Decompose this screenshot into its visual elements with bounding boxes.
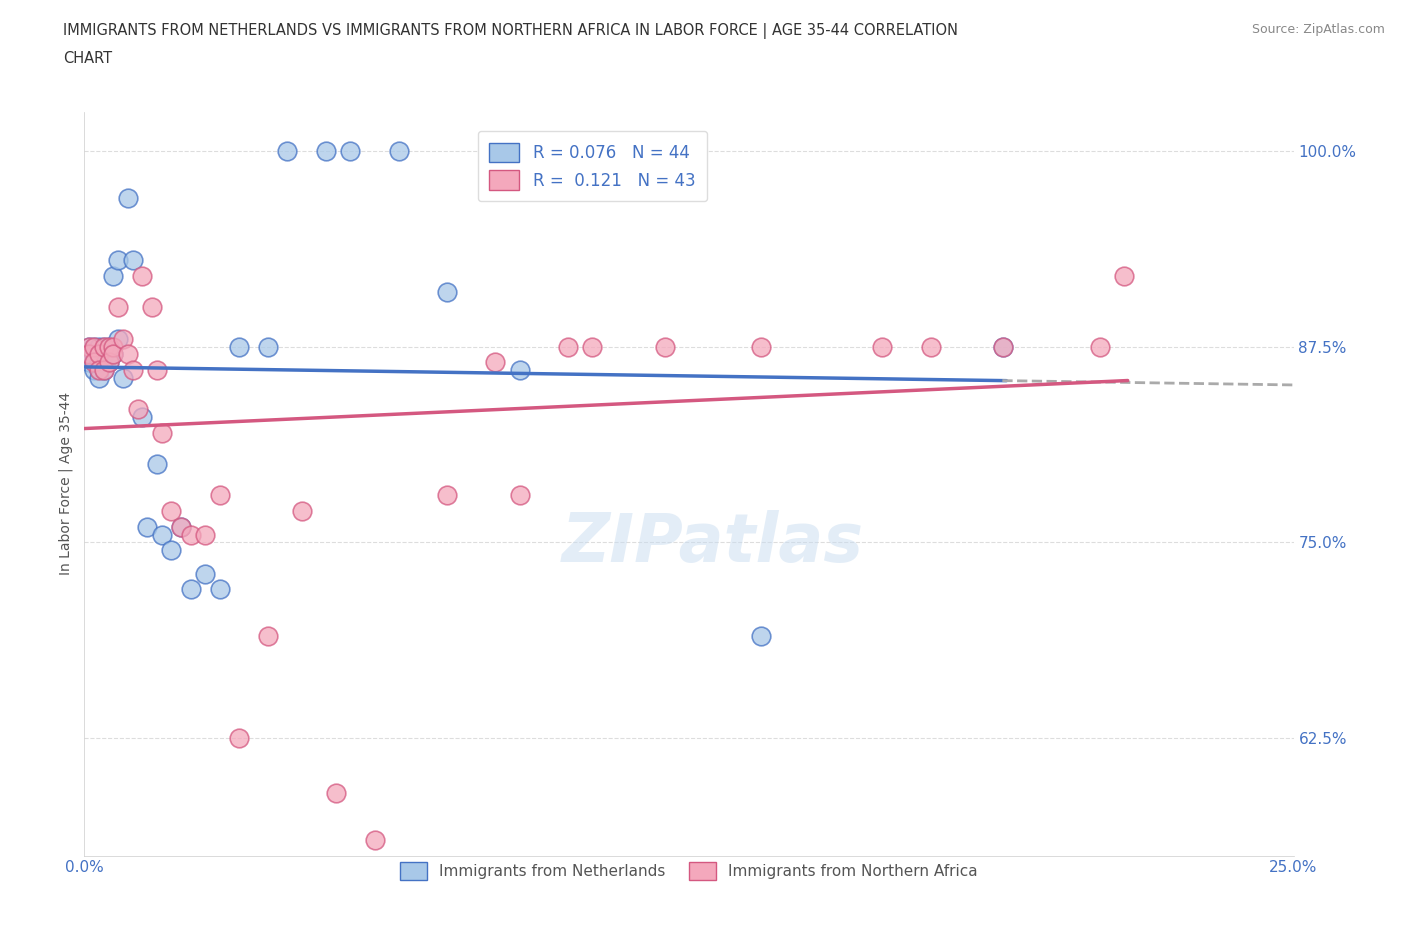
- Point: [83, 354, 105, 369]
- Point: [97, 339, 120, 354]
- Point: [83, 347, 105, 362]
- Point: [751, 629, 773, 644]
- Point: [93, 339, 115, 354]
- Point: [77, 347, 100, 362]
- Point: [83, 363, 105, 378]
- Point: [1114, 269, 1136, 284]
- Point: [436, 488, 458, 503]
- Point: [170, 519, 193, 534]
- Point: [87, 354, 110, 369]
- Point: [97, 354, 120, 369]
- Point: [77, 339, 100, 354]
- Point: [509, 488, 531, 503]
- Point: [208, 582, 231, 597]
- Point: [93, 347, 115, 362]
- Point: [291, 503, 314, 518]
- Point: [87, 370, 110, 385]
- Point: [160, 503, 183, 518]
- Point: [557, 339, 579, 354]
- Point: [257, 629, 280, 644]
- Point: [83, 339, 105, 354]
- Point: [112, 331, 135, 346]
- Point: [228, 731, 250, 746]
- Point: [363, 832, 385, 847]
- Point: [87, 339, 110, 354]
- Point: [117, 347, 139, 362]
- Point: [107, 300, 129, 315]
- Point: [87, 347, 110, 362]
- Point: [315, 143, 337, 158]
- Point: [150, 527, 173, 542]
- Point: [97, 347, 120, 362]
- Point: [77, 354, 100, 369]
- Point: [83, 339, 105, 354]
- Point: [77, 347, 100, 362]
- Point: [180, 582, 202, 597]
- Legend: Immigrants from Netherlands, Immigrants from Northern Africa: Immigrants from Netherlands, Immigrants …: [391, 853, 987, 889]
- Point: [121, 363, 143, 378]
- Point: [117, 191, 139, 206]
- Point: [107, 331, 129, 346]
- Text: IMMIGRANTS FROM NETHERLANDS VS IMMIGRANTS FROM NORTHERN AFRICA IN LABOR FORCE | : IMMIGRANTS FROM NETHERLANDS VS IMMIGRANT…: [63, 23, 959, 39]
- Point: [276, 143, 298, 158]
- Point: [131, 269, 153, 284]
- Point: [103, 347, 125, 362]
- Point: [146, 363, 169, 378]
- Point: [228, 339, 250, 354]
- Point: [484, 354, 506, 369]
- Point: [581, 339, 603, 354]
- Point: [150, 425, 173, 440]
- Point: [160, 543, 183, 558]
- Point: [339, 143, 361, 158]
- Point: [87, 363, 110, 378]
- Point: [146, 457, 169, 472]
- Point: [93, 363, 115, 378]
- Point: [103, 347, 125, 362]
- Point: [170, 519, 193, 534]
- Point: [127, 402, 149, 417]
- Point: [121, 253, 143, 268]
- Point: [136, 519, 159, 534]
- Point: [325, 786, 347, 801]
- Point: [180, 527, 202, 542]
- Point: [87, 347, 110, 362]
- Text: Source: ZipAtlas.com: Source: ZipAtlas.com: [1251, 23, 1385, 36]
- Point: [93, 363, 115, 378]
- Point: [97, 339, 120, 354]
- Point: [751, 339, 773, 354]
- Point: [194, 527, 217, 542]
- Point: [993, 339, 1015, 354]
- Point: [141, 300, 163, 315]
- Y-axis label: In Labor Force | Age 35-44: In Labor Force | Age 35-44: [59, 392, 73, 575]
- Point: [436, 285, 458, 299]
- Point: [131, 409, 153, 424]
- Point: [103, 269, 125, 284]
- Point: [872, 339, 894, 354]
- Point: [83, 354, 105, 369]
- Point: [87, 363, 110, 378]
- Point: [208, 488, 231, 503]
- Text: ZIPatlas: ZIPatlas: [562, 511, 865, 576]
- Point: [97, 354, 120, 369]
- Point: [1088, 339, 1111, 354]
- Text: CHART: CHART: [63, 51, 112, 66]
- Point: [509, 363, 531, 378]
- Point: [93, 339, 115, 354]
- Point: [112, 370, 135, 385]
- Point: [194, 566, 217, 581]
- Point: [103, 339, 125, 354]
- Point: [77, 339, 100, 354]
- Point: [654, 339, 676, 354]
- Point: [388, 143, 411, 158]
- Point: [257, 339, 280, 354]
- Point: [920, 339, 942, 354]
- Point: [993, 339, 1015, 354]
- Point: [107, 253, 129, 268]
